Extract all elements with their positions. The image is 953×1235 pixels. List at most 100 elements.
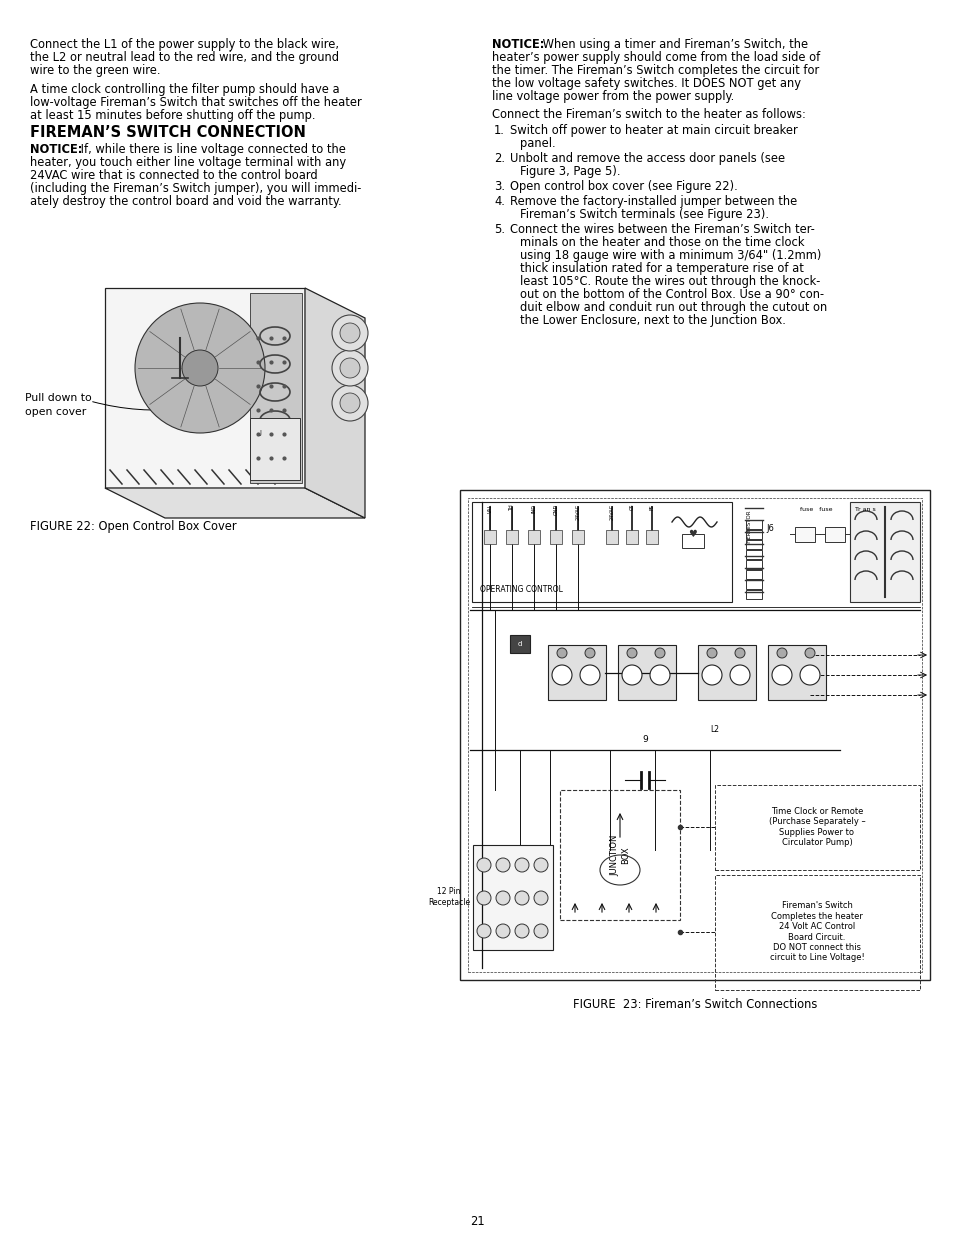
Circle shape	[621, 664, 641, 685]
Circle shape	[476, 924, 491, 939]
Text: 9: 9	[641, 736, 647, 745]
Text: Connect the Fireman’s switch to the heater as follows:: Connect the Fireman’s switch to the heat…	[492, 107, 805, 121]
Circle shape	[800, 664, 820, 685]
Circle shape	[332, 385, 368, 421]
Polygon shape	[250, 293, 302, 483]
Text: Fireman’s Switch terminals (see Figure 23).: Fireman’s Switch terminals (see Figure 2…	[519, 207, 768, 221]
Bar	[745, 540, 761, 550]
Bar	[745, 530, 761, 538]
Circle shape	[476, 890, 491, 905]
Text: Remove the factory-installed jumper between the: Remove the factory-installed jumper betw…	[510, 195, 797, 207]
Circle shape	[557, 648, 566, 658]
Circle shape	[649, 664, 669, 685]
Text: If, while there is line voltage connected to the: If, while there is line voltage connecte…	[77, 143, 346, 156]
Text: Tr an s: Tr an s	[854, 508, 875, 513]
Bar	[745, 520, 761, 529]
Bar	[714, 876, 919, 990]
Text: low-voltage Fireman’s Switch that switches off the heater: low-voltage Fireman’s Switch that switch…	[30, 96, 361, 109]
Bar	[473, 845, 553, 950]
Polygon shape	[250, 417, 299, 480]
Text: 24VAC wire that is connected to the control board: 24VAC wire that is connected to the cont…	[30, 169, 317, 182]
Bar	[468, 498, 921, 972]
Circle shape	[135, 303, 265, 433]
Polygon shape	[305, 288, 365, 517]
Text: line voltage power from the power supply.: line voltage power from the power supply…	[492, 90, 734, 103]
Text: heater, you touch either line voltage terminal with any: heater, you touch either line voltage te…	[30, 156, 346, 169]
Bar	[605, 530, 618, 543]
Bar	[745, 590, 761, 599]
Text: When using a timer and Fireman’s Switch, the: When using a timer and Fireman’s Switch,…	[538, 38, 807, 51]
Text: VAL: VAL	[487, 504, 492, 514]
Circle shape	[776, 648, 786, 658]
Text: at least 15 minutes before shutting off the pump.: at least 15 minutes before shutting off …	[30, 109, 315, 122]
Text: 4.: 4.	[494, 195, 504, 207]
Text: Fireman's Switch
Completes the heater
24 Volt AC Control
Board Circuit.
DO NOT c: Fireman's Switch Completes the heater 24…	[769, 902, 863, 962]
Bar	[849, 501, 919, 601]
Text: 24VAC: 24VAC	[575, 504, 579, 520]
Polygon shape	[105, 488, 365, 517]
Bar	[745, 580, 761, 589]
Text: J6: J6	[765, 524, 773, 534]
Text: Open control box cover (see Figure 22).: Open control box cover (see Figure 22).	[510, 180, 737, 193]
Circle shape	[552, 664, 572, 685]
Text: Time Clock or Remote
(Purchase Separately –
Supplies Power to
Circulator Pump): Time Clock or Remote (Purchase Separatel…	[768, 806, 864, 847]
Text: fuse   fuse: fuse fuse	[800, 508, 832, 513]
Circle shape	[476, 858, 491, 872]
Circle shape	[339, 324, 359, 343]
Circle shape	[655, 648, 664, 658]
Bar	[794, 527, 814, 542]
Circle shape	[771, 664, 791, 685]
Circle shape	[579, 664, 599, 685]
Text: wire to the green wire.: wire to the green wire.	[30, 64, 160, 77]
Circle shape	[496, 858, 510, 872]
Circle shape	[729, 664, 749, 685]
Text: 5.: 5.	[494, 224, 504, 236]
Bar	[550, 530, 561, 543]
Bar	[510, 635, 530, 653]
Bar	[483, 530, 496, 543]
Circle shape	[182, 350, 218, 387]
Circle shape	[734, 648, 744, 658]
Text: 2.: 2.	[494, 152, 504, 165]
Text: the Lower Enclosure, next to the Junction Box.: the Lower Enclosure, next to the Junctio…	[519, 314, 785, 327]
Circle shape	[804, 648, 814, 658]
Bar	[824, 527, 844, 542]
Text: FIREMAN’S SWITCH CONNECTION: FIREMAN’S SWITCH CONNECTION	[30, 125, 306, 140]
Text: Switch off power to heater at main circuit breaker: Switch off power to heater at main circu…	[510, 124, 797, 137]
Bar	[618, 645, 676, 700]
Text: ♥: ♥	[688, 529, 697, 538]
Text: the L2 or neutral lead to the red wire, and the ground: the L2 or neutral lead to the red wire, …	[30, 51, 338, 64]
Text: A time clock controlling the filter pump should have a: A time clock controlling the filter pump…	[30, 83, 339, 96]
Circle shape	[701, 664, 721, 685]
Bar	[745, 559, 761, 569]
Bar	[681, 534, 703, 548]
Text: out on the bottom of the Control Box. Use a 90° con-: out on the bottom of the Control Box. Us…	[519, 288, 823, 301]
Circle shape	[515, 890, 529, 905]
Text: FIGURE 22: Open Control Box Cover: FIGURE 22: Open Control Box Cover	[30, 520, 236, 534]
Text: Figure 3, Page 5).: Figure 3, Page 5).	[519, 165, 619, 178]
Text: 3.: 3.	[494, 180, 504, 193]
Circle shape	[339, 393, 359, 412]
Text: OPERATING CONTROL: OPERATING CONTROL	[479, 585, 562, 594]
Bar	[572, 530, 583, 543]
Circle shape	[332, 315, 368, 351]
Circle shape	[534, 858, 547, 872]
Text: Connect the wires between the Fireman’s Switch ter-: Connect the wires between the Fireman’s …	[510, 224, 814, 236]
Text: 12 Pin
Receptacle: 12 Pin Receptacle	[428, 887, 470, 906]
Text: Connect the L1 of the power supply to the black wire,: Connect the L1 of the power supply to th…	[30, 38, 338, 51]
Bar	[505, 530, 517, 543]
Text: 1.: 1.	[494, 124, 504, 137]
Text: d: d	[517, 641, 521, 647]
Text: panel.: panel.	[519, 137, 555, 149]
Circle shape	[339, 358, 359, 378]
Bar	[559, 790, 679, 920]
Text: using 18 gauge wire with a minimum 3/64" (1.2mm): using 18 gauge wire with a minimum 3/64"…	[519, 249, 821, 262]
Text: the timer. The Fireman’s Switch completes the circuit for: the timer. The Fireman’s Switch complete…	[492, 64, 819, 77]
Text: L2: L2	[709, 725, 719, 734]
Text: the low voltage safety switches. It DOES NOT get any: the low voltage safety switches. It DOES…	[492, 77, 801, 90]
Polygon shape	[105, 288, 305, 488]
Bar	[745, 550, 761, 559]
Text: 24VAC: 24VAC	[609, 504, 614, 520]
Text: GND: GND	[553, 504, 558, 515]
Text: minals on the heater and those on the time clock: minals on the heater and those on the ti…	[519, 236, 803, 249]
